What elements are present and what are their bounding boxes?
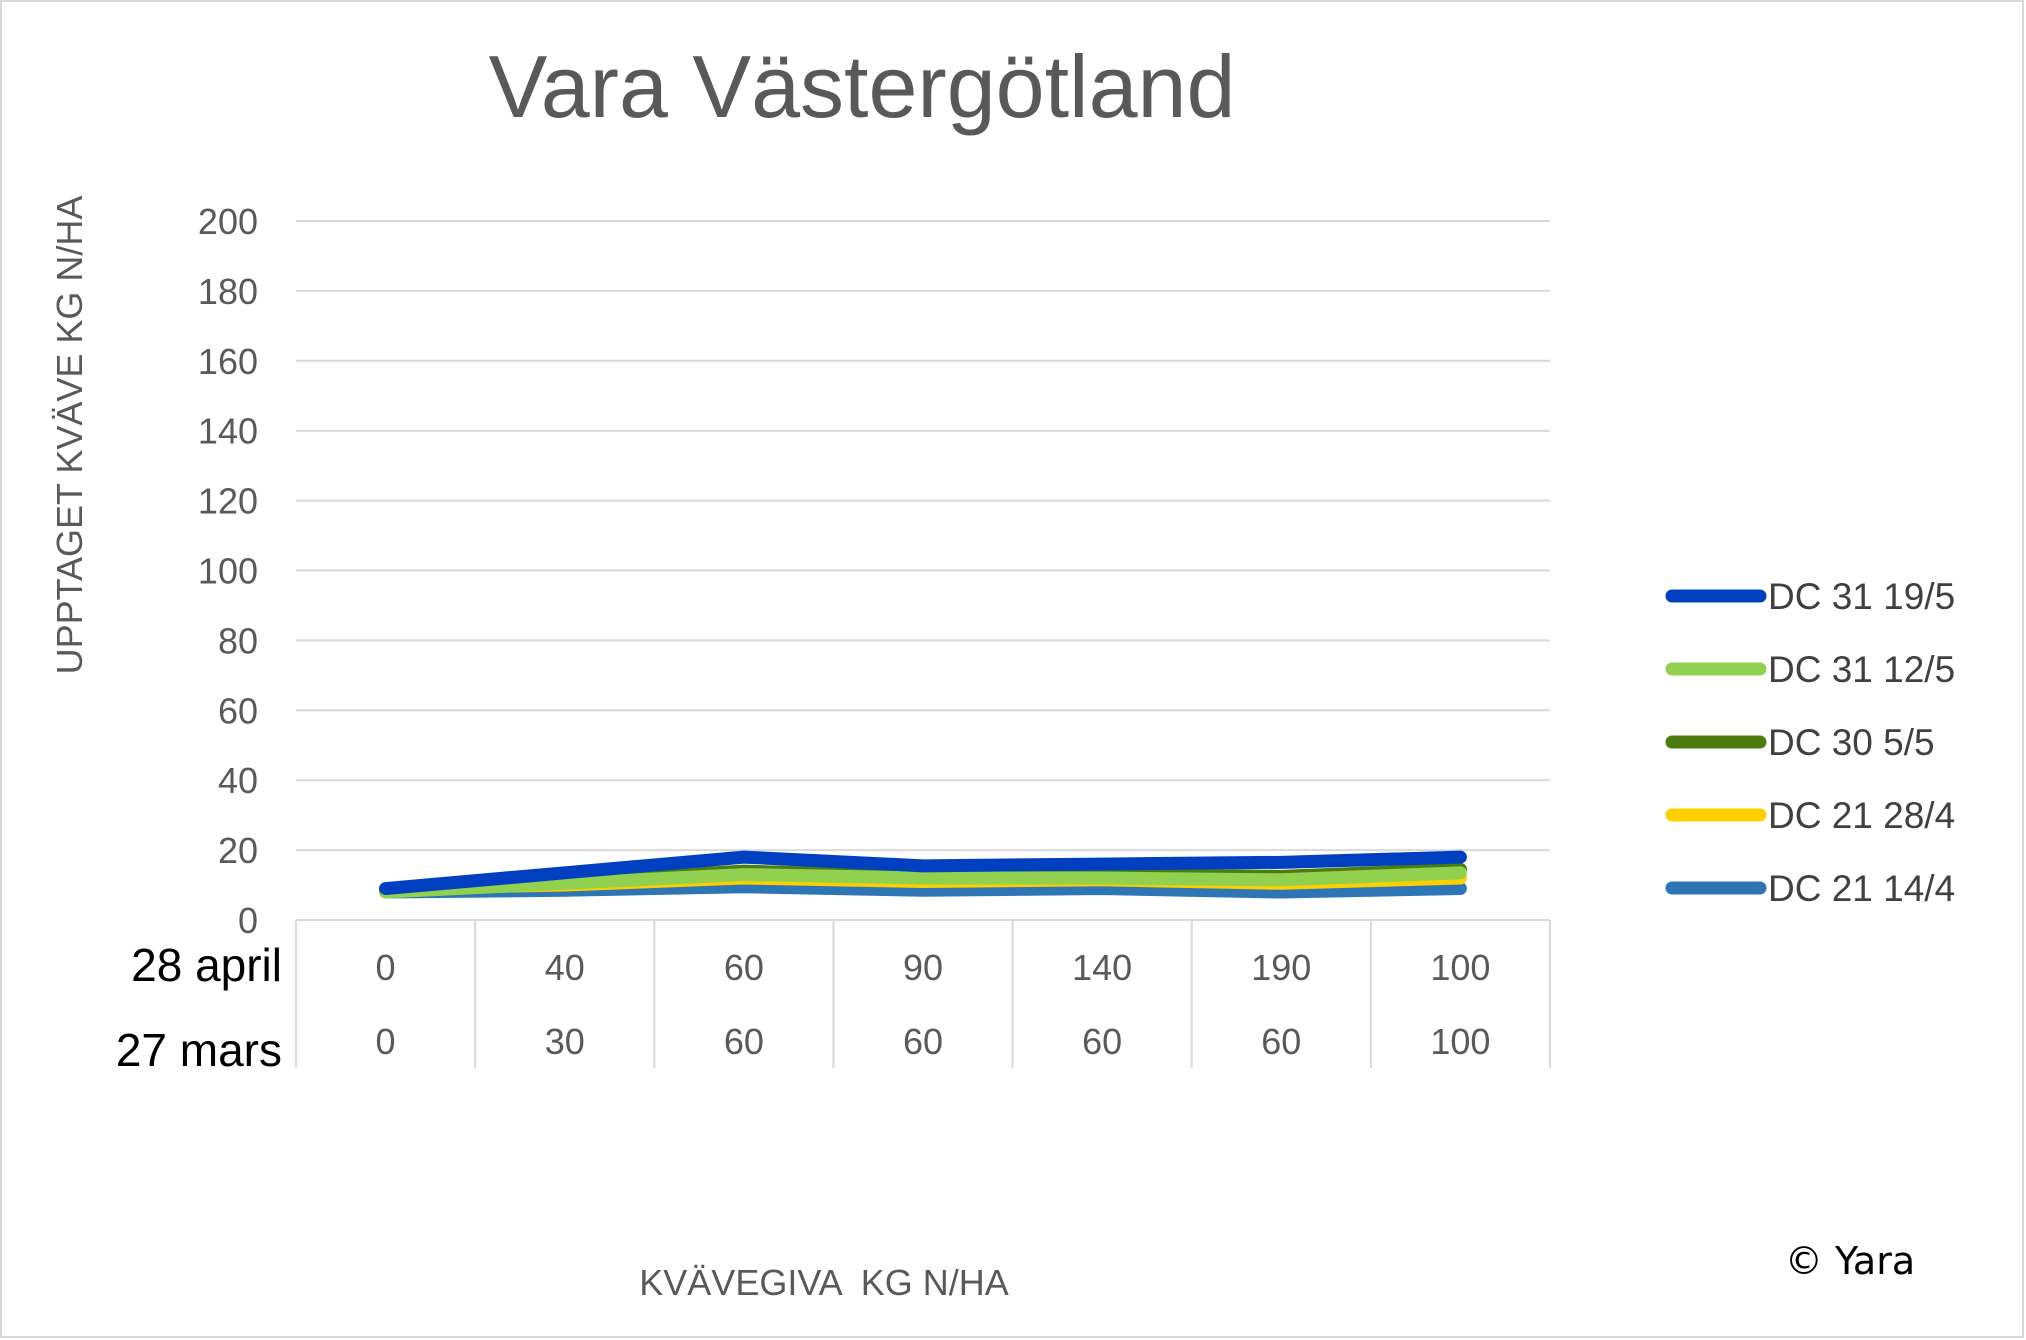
x-tick-label: 40 <box>545 947 585 988</box>
x-axis: 28 april 0 40 60 90 140 190 100 27 mars 0 30 60 60 60… <box>116 920 1551 1076</box>
y-tick-label: 100 <box>198 551 258 592</box>
gridlines <box>296 220 1550 921</box>
x-tick-label: 100 <box>1430 947 1490 988</box>
chart-title: Vara Västergötland <box>489 37 1236 136</box>
y-tick-label: 0 <box>238 900 258 941</box>
y-tick-label: 200 <box>198 201 258 242</box>
y-tick-label: 140 <box>198 411 258 452</box>
y-tick-label: 180 <box>198 271 258 312</box>
legend: DC 31 19/5 DC 31 12/5 DC 30 5/5 DC 21 28/4 D… <box>1665 576 1955 909</box>
copyright-text: © Yara <box>1785 1239 1915 1283</box>
category-row-label: 27 mars <box>116 1024 282 1076</box>
legend-label: DC 21 14/4 <box>1768 868 1955 909</box>
y-tick-label: 80 <box>218 620 258 661</box>
legend-label: DC 21 28/4 <box>1768 795 1955 836</box>
x-tick-label: 190 <box>1251 947 1311 988</box>
x-axis-label: KVÄVEGIVA KG N/HA <box>639 1262 1008 1303</box>
y-tick-label: 40 <box>218 760 258 801</box>
x-tick-label: 100 <box>1430 1021 1490 1062</box>
x-tick-label: 30 <box>545 1021 585 1062</box>
legend-label: DC 31 19/5 <box>1768 576 1955 617</box>
x-tick-label: 60 <box>724 947 764 988</box>
y-axis-ticks: 0 20 40 60 80 100 120 140 160 180 200 <box>198 201 258 941</box>
x-tick-label: 90 <box>903 947 943 988</box>
y-tick-label: 20 <box>218 830 258 871</box>
category-row-label: 28 april <box>131 939 282 991</box>
y-tick-label: 160 <box>198 341 258 382</box>
x-tick-label: 0 <box>376 947 396 988</box>
y-axis-label: UPPTAGET KVÄVE KG N/HA <box>49 196 90 675</box>
x-tick-label: 60 <box>1261 1021 1301 1062</box>
x-tick-label: 60 <box>724 1021 764 1062</box>
x-tick-label: 140 <box>1072 947 1132 988</box>
legend-label: DC 30 5/5 <box>1768 722 1935 763</box>
y-tick-label: 120 <box>198 481 258 522</box>
x-tick-label: 60 <box>903 1021 943 1062</box>
legend-label: DC 31 12/5 <box>1768 649 1955 690</box>
series-lines <box>379 850 1467 899</box>
x-tick-label: 60 <box>1082 1021 1122 1062</box>
series-line <box>379 866 1467 899</box>
x-tick-label: 0 <box>376 1021 396 1062</box>
series-line <box>379 850 1467 896</box>
y-tick-label: 60 <box>218 690 258 731</box>
